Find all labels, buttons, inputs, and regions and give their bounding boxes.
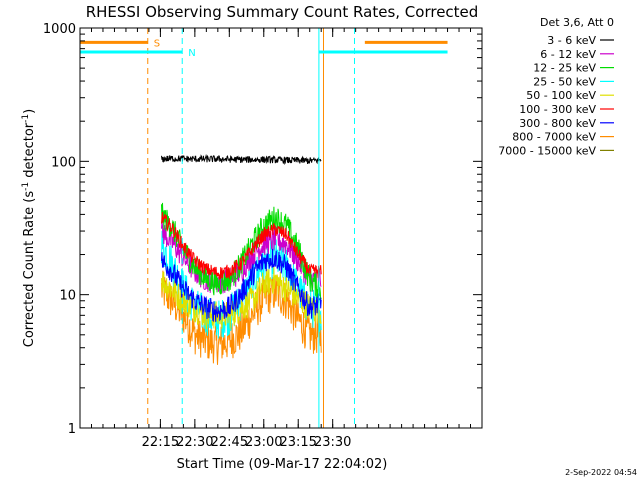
x-tick-label: 23:00 [245,435,282,450]
y-axis-label-sup2: -1 [21,114,31,123]
series-line-6 [161,212,322,280]
series-layer [161,153,322,365]
y-axis-label: Corrected Count Rate (s-1 detector-1) [21,109,37,347]
x-tick-label: 23:30 [314,435,351,450]
y-axis-label-sup1: -1 [21,182,31,191]
y-tick-label: 1 [68,422,76,437]
legend-label: 6 - 12 keV [540,48,596,61]
legend-label: 12 - 25 keV [533,62,596,75]
legend-label: 3 - 6 keV [547,34,596,47]
y-axis-label-part3: ) [22,109,37,114]
y-axis-label-part2: detector [22,122,37,182]
legend-label: 300 - 800 keV [519,117,596,130]
legend-label: 7000 - 15000 keV [498,144,596,157]
x-tick-label: 22:45 [211,435,248,450]
plot-frame [79,27,483,429]
y-tick-label: 10 [59,289,76,304]
y-tick-label: 100 [51,155,76,170]
series-line-5 [161,266,322,330]
flag-label-s: S [154,38,160,49]
legend-label: 50 - 100 keV [526,89,596,102]
series-line-1 [161,153,322,165]
x-tick-label: 22:30 [176,435,213,450]
legend-header: Det 3,6, Att 0 [540,16,614,29]
footer-timestamp: 2-Sep-2022 04:54 [565,468,637,477]
x-axis-label: Start Time (09-Mar-17 22:04:02) [177,457,388,472]
legend-label: 100 - 300 keV [519,103,596,116]
x-tick-label: 22:15 [142,435,179,450]
y-axis-label-part1: Corrected Count Rate (s [22,191,37,348]
legend-label: 800 - 7000 keV [512,131,596,144]
marker-layer: SN [79,28,448,428]
legend-label: 25 - 50 keV [533,75,596,88]
chart-title: RHESSI Observing Summary Count Rates, Co… [86,3,479,21]
x-tick-label: 23:15 [279,435,316,450]
flag-label-n: N [188,48,195,59]
y-tick-label: 1000 [43,22,76,37]
series-line-7 [161,248,322,323]
